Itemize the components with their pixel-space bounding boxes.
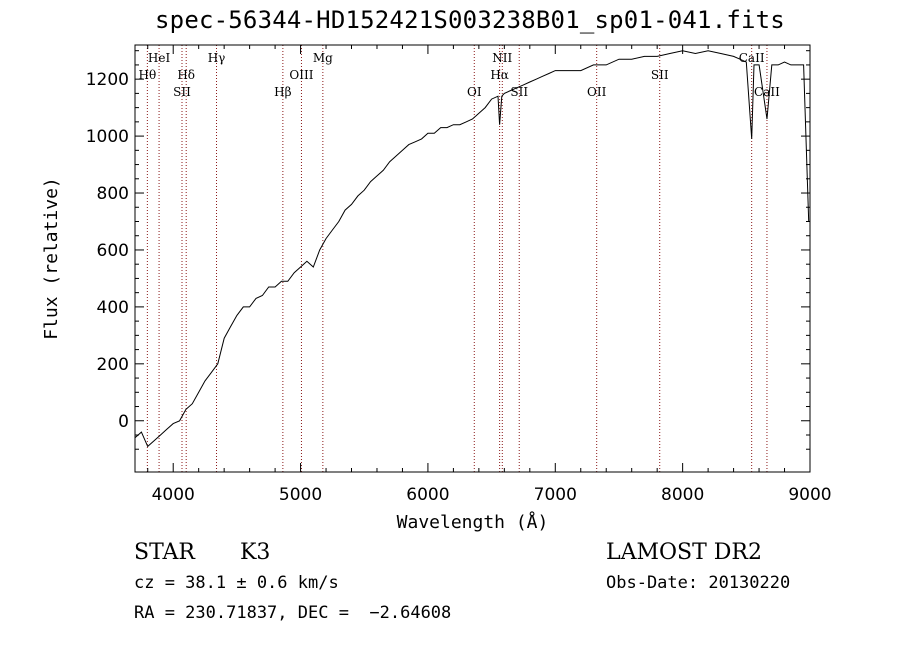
- x-tick-label: 4000: [152, 485, 195, 505]
- x-axis-label: Wavelength (Å): [397, 511, 549, 533]
- x-tick-label: 6000: [406, 485, 449, 505]
- spectral-line-label: HeI: [148, 51, 171, 65]
- x-tick-label: 7000: [534, 485, 577, 505]
- y-tick-label: 1200: [86, 70, 129, 90]
- x-tick-label: 5000: [279, 485, 322, 505]
- spectral-line-label: CaII: [739, 51, 765, 65]
- spectral-line-label: Hγ: [208, 51, 226, 65]
- y-tick-label: 600: [97, 241, 129, 261]
- x-tick-label: 8000: [661, 485, 704, 505]
- spectral-line-label: OI: [467, 85, 482, 99]
- y-tick-label: 1000: [86, 127, 129, 147]
- survey-name: LAMOST DR2: [606, 540, 762, 565]
- spectral-line-label: Hβ: [274, 85, 291, 99]
- y-axis-label: Flux (relative): [41, 177, 62, 340]
- y-tick-label: 200: [97, 355, 129, 375]
- y-tick-label: 400: [97, 298, 129, 318]
- spectral-line-label: Hα: [490, 68, 509, 82]
- spectral-line-label: OIII: [289, 68, 313, 82]
- x-tick-label: 9000: [788, 485, 831, 505]
- spectral-line-label: OII: [587, 85, 607, 99]
- chart-title: spec-56344-HD152421S003238B01_sp01-041.f…: [155, 6, 785, 34]
- spectral-line-label: SII: [651, 68, 669, 82]
- spectral-line-markers: [146, 45, 768, 472]
- spectral-line-label: Hθ: [139, 68, 157, 82]
- spectral-line-label: Hδ: [177, 68, 195, 82]
- y-tick-label: 0: [118, 412, 129, 432]
- redshift-cz: cz = 38.1 ± 0.6 km/s: [134, 573, 339, 593]
- object-class: STAR: [134, 540, 195, 565]
- obs-date: Obs-Date: 20130220: [606, 573, 791, 593]
- spectral-line-label: NII: [492, 51, 512, 65]
- object-subclass: K3: [240, 540, 271, 565]
- axis-ticks: 4000 5000 6000 7000 8000 9000 0 200 400 600 800 100…: [86, 45, 832, 505]
- ra-dec: RA = 230.71837, DEC = −2.64608: [134, 603, 452, 623]
- spectral-line-label: Mg: [313, 51, 333, 65]
- y-tick-label: 800: [97, 184, 129, 204]
- spectral-line-label: SII: [173, 85, 191, 99]
- spectral-line-label: CaII: [754, 85, 780, 99]
- plot-frame: [134, 44, 811, 473]
- spectrum-line: [134, 50, 810, 448]
